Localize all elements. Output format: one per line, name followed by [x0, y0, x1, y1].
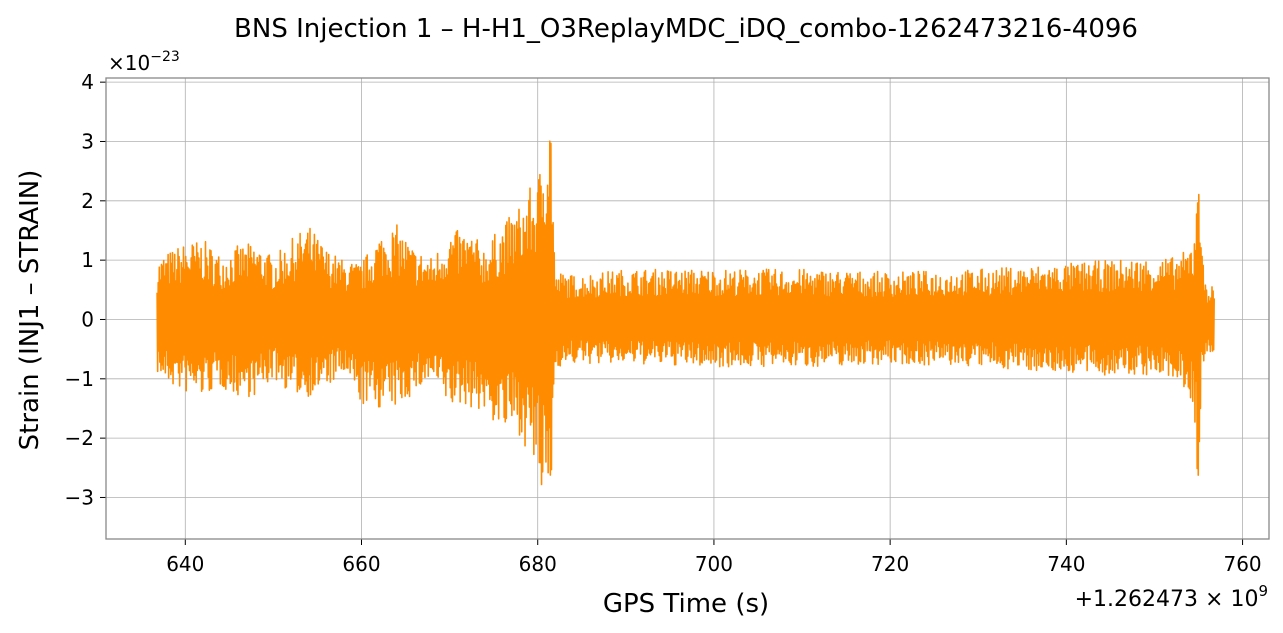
x-tick-label: 740 [1047, 552, 1085, 576]
x-offset-base: +1.262473 × 10 [1075, 587, 1259, 612]
x-offset-label: +1.262473 × 109 [1075, 582, 1268, 612]
y-scale-base: ×10 [108, 51, 150, 75]
y-scale-label: ×10−23 [108, 49, 180, 75]
x-offset-exponent: 9 [1258, 582, 1268, 600]
y-tick-label: 2 [81, 189, 94, 213]
x-tick-label: 680 [519, 552, 557, 576]
y-axis-label: Strain (INJ1 – STRAIN) [15, 170, 45, 451]
strain-series-line [156, 140, 1215, 486]
y-tick-label: 1 [81, 248, 94, 272]
x-tick-label: 760 [1223, 552, 1261, 576]
svg-text:×10−23: ×10−23 [108, 49, 180, 75]
y-tick-label: −3 [65, 485, 94, 509]
y-tick-label: 4 [81, 70, 94, 94]
plot-frame [105, 77, 1270, 540]
y-tick-label: −1 [65, 367, 94, 391]
series-group [156, 140, 1215, 486]
x-tick-label: 700 [695, 552, 733, 576]
y-scale-exponent: −23 [150, 49, 180, 65]
svg-text:+1.262473 × 109: +1.262473 × 109 [1075, 582, 1268, 612]
chart-title: BNS Injection 1 – H-H1_O3ReplayMDC_iDQ_c… [234, 14, 1138, 44]
x-tick-label: 720 [871, 552, 909, 576]
x-tick-label: 660 [342, 552, 380, 576]
x-axis-label: GPS Time (s) [603, 589, 769, 619]
x-axis-ticks: 640 660 680 700 720 740 760 [166, 539, 1262, 576]
x-tick-label: 640 [166, 552, 204, 576]
y-tick-label: −2 [65, 426, 94, 450]
y-tick-label: 0 [81, 307, 94, 331]
y-axis-ticks: −3 −2 −1 0 1 2 3 4 [65, 70, 106, 509]
y-tick-label: 3 [81, 129, 94, 153]
